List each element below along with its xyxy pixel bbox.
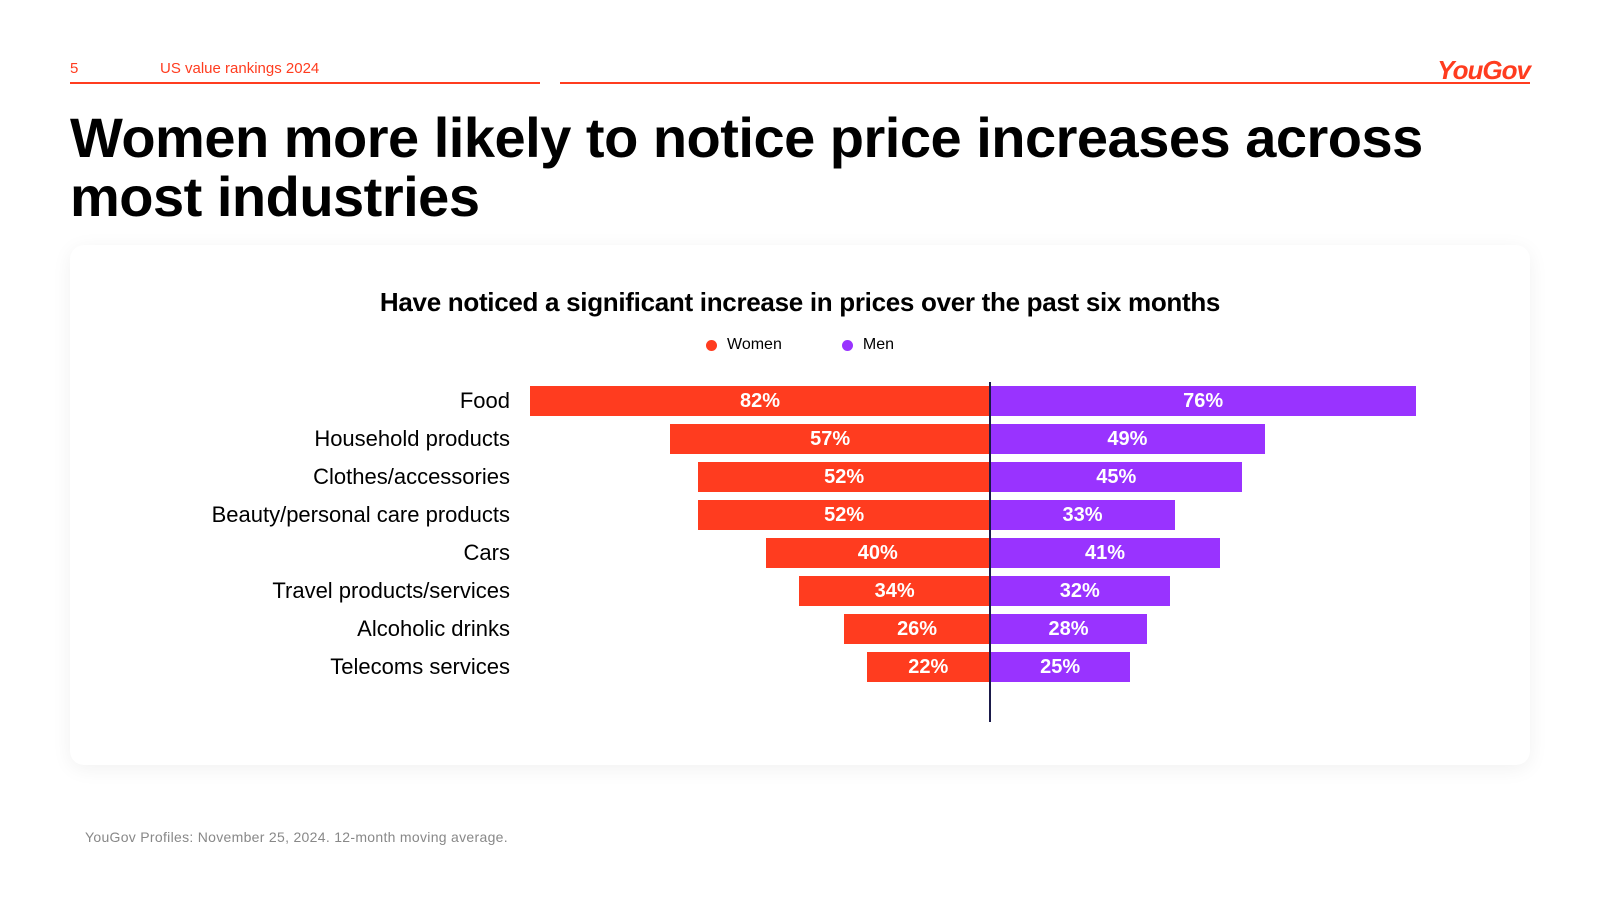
category-label: Household products [130, 426, 530, 452]
bar-women: 22% [867, 652, 990, 682]
page-number: 5 [70, 60, 130, 77]
yougov-logo: YouGov [1437, 55, 1530, 86]
bar-men: 76% [990, 386, 1416, 416]
category-label: Beauty/personal care products [130, 502, 530, 528]
header-rule-left [70, 82, 540, 84]
legend-label: Women [727, 336, 782, 354]
category-label: Alcoholic drinks [130, 616, 530, 642]
legend-dot-icon [842, 340, 853, 351]
chart-row: Travel products/services 34%32% [130, 572, 1470, 610]
chart-row: Telecoms services 22%25% [130, 648, 1470, 686]
bar-men: 45% [990, 462, 1242, 492]
chart-card: Have noticed a significant increase in p… [70, 245, 1530, 765]
header-bar: 5 US value rankings 2024 [70, 60, 1530, 77]
bar-women: 40% [766, 538, 990, 568]
legend-item-men: Men [842, 336, 894, 354]
chart-row: Clothes/accessories 52%45% [130, 458, 1470, 496]
chart-title: Have noticed a significant increase in p… [130, 287, 1470, 318]
legend-dot-icon [706, 340, 717, 351]
legend-label: Men [863, 336, 894, 354]
chart-legend: Women Men [130, 336, 1470, 354]
page-title: Women more likely to notice price increa… [70, 108, 1530, 227]
bar-women: 52% [698, 500, 990, 530]
bar-men: 32% [990, 576, 1170, 606]
header-rule-right [560, 82, 1530, 84]
bar-women: 57% [670, 424, 990, 454]
category-label: Travel products/services [130, 578, 530, 604]
chart-row: Food82%76% [130, 382, 1470, 420]
bar-men: 25% [990, 652, 1130, 682]
category-label: Cars [130, 540, 530, 566]
bar-women: 26% [844, 614, 990, 644]
center-divider [989, 382, 991, 722]
chart-row: Household products 57%49% [130, 420, 1470, 458]
footnote: YouGov Profiles: November 25, 2024. 12-m… [85, 829, 508, 845]
bar-men: 28% [990, 614, 1147, 644]
chart-row: Beauty/personal care products 52%33% [130, 496, 1470, 534]
category-label: Food [130, 388, 530, 414]
bar-women: 52% [698, 462, 990, 492]
chart-row: Alcoholic drinks 26%28% [130, 610, 1470, 648]
category-label: Telecoms services [130, 654, 530, 680]
legend-item-women: Women [706, 336, 782, 354]
chart-row: Cars 40%41% [130, 534, 1470, 572]
category-label: Clothes/accessories [130, 464, 530, 490]
header-section-title: US value rankings 2024 [160, 60, 319, 77]
chart-body: Food82%76% Household products 57%49% Clothe… [130, 382, 1470, 722]
bar-women: 82% [530, 386, 990, 416]
bar-men: 33% [990, 500, 1175, 530]
bar-men: 49% [990, 424, 1265, 454]
bar-men: 41% [990, 538, 1220, 568]
bar-women: 34% [799, 576, 990, 606]
